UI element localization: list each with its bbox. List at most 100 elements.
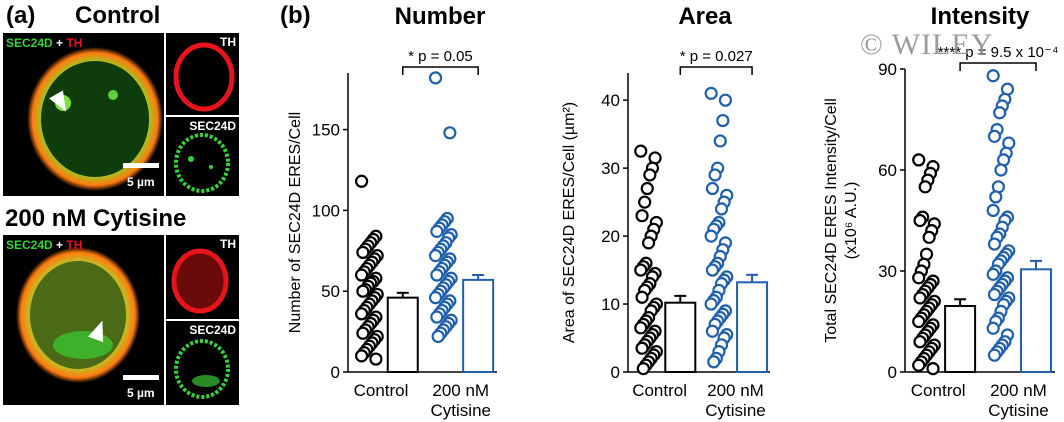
significance-label: **** p = 9.5 x 10⁻⁴	[938, 44, 1059, 61]
scale-bar	[123, 375, 159, 380]
cytisine-data-point	[714, 202, 729, 216]
cytisine-data-point	[994, 163, 1008, 177]
control-data-point	[913, 335, 927, 349]
cytisine-data-point	[708, 168, 722, 182]
x-category-label: 200 nM	[990, 381, 1047, 400]
y-axis-label: Number of SEC24D ERES/Cell	[287, 112, 304, 333]
control-data-point	[912, 153, 926, 167]
cytisine-data-point	[987, 287, 1002, 302]
x-category-label: Cytisine	[988, 401, 1048, 420]
control-data-point	[356, 326, 370, 340]
condition-title-control: Control	[75, 2, 161, 29]
cytisine-mean-bar	[1020, 268, 1053, 374]
chart-title: Area	[678, 3, 732, 30]
panel-a-label: (a)	[6, 2, 36, 29]
control-data-point	[369, 352, 383, 366]
y-tick-label: 60	[878, 161, 897, 180]
control-data-point	[912, 358, 926, 372]
cytisine-data-point	[430, 310, 444, 324]
cytisine-data-point	[443, 126, 457, 140]
cytisine-merged-image: SEC24D + TH 5 µm	[3, 235, 164, 405]
y-tick-label: 40	[601, 91, 620, 110]
x-category-label: 200 nM	[432, 381, 489, 400]
control-data-point	[643, 168, 657, 182]
cytisine-data-point	[428, 249, 443, 263]
x-category-label: Cytisine	[705, 401, 765, 420]
scale-bar-label: 5 µm	[127, 386, 155, 400]
control-data-point	[355, 174, 369, 188]
cytisine-data-point	[993, 106, 1007, 120]
cytisine-data-point	[987, 348, 1002, 362]
control-data-point	[922, 230, 936, 244]
significance-label: * p = 0.05	[408, 48, 473, 65]
y-tick-label: 0	[331, 363, 340, 382]
control-data-point	[913, 291, 927, 305]
cytisine-data-point	[431, 329, 445, 344]
control-data-point	[640, 181, 654, 196]
sec24d-channel-label: SEC24D	[189, 323, 236, 337]
control-mean-bar	[664, 301, 697, 374]
cytisine-data-point	[986, 69, 1000, 83]
cytisine-data-point	[704, 297, 718, 311]
control-data-point	[912, 271, 926, 285]
cytisine-data-point	[430, 224, 444, 238]
x-category-label: Cytisine	[431, 401, 491, 420]
cytisine-data-point	[987, 237, 1002, 251]
significance-bracket	[959, 62, 1037, 71]
control-data-point	[918, 180, 932, 194]
scale-bar-label: 5 µm	[127, 175, 155, 189]
y-tick-label: 0	[888, 363, 897, 382]
condition-title-cytisine: 200 nM Cytisine	[5, 205, 187, 232]
cytisine-data-point	[428, 71, 443, 85]
cytisine-data-point	[986, 321, 1000, 335]
y-tick-label: 30	[601, 159, 620, 178]
cytisine-data-point	[705, 181, 720, 196]
y-axis-label: Total SEC24D ERES Intensity/Cell	[823, 98, 840, 343]
cytisine-data-point	[718, 93, 733, 107]
control-data-point	[638, 195, 652, 209]
cytisine-data-point	[716, 113, 730, 128]
control-data-point	[355, 349, 369, 363]
control-data-point	[634, 144, 648, 158]
control-th-channel: TH	[166, 33, 239, 115]
y-tick-label: 30	[878, 262, 897, 281]
chart-title: Intensity	[931, 3, 1030, 30]
control-data-point	[635, 209, 649, 223]
panel-b-label: (b)	[280, 2, 311, 29]
x-category-label: Control	[354, 381, 409, 400]
control-data-point	[634, 321, 648, 335]
y-tick-label: 50	[321, 282, 340, 301]
overlay-label: SEC24D + TH	[6, 238, 83, 252]
cytisine-data-point	[430, 268, 444, 282]
x-category-label: 200 nM	[707, 381, 764, 400]
cytisine-mean-bar	[462, 278, 495, 373]
x-category-label: Control	[632, 381, 687, 400]
cytisine-sec24d-channel: SEC24D	[166, 321, 239, 405]
x-category-label: Control	[911, 381, 966, 400]
cytisine-data-point	[704, 229, 718, 243]
cytisine-data-point	[707, 355, 721, 369]
significance-bracket	[679, 66, 753, 75]
y-tick-label: 0	[611, 363, 620, 382]
y-tick-label: 20	[601, 227, 620, 246]
th-channel-label: TH	[220, 35, 236, 49]
scale-bar	[123, 163, 159, 168]
significance-bracket	[402, 66, 479, 75]
significance-label: * p = 0.027	[680, 48, 753, 65]
cytisine-data-point	[704, 86, 718, 100]
y-axis-label: Area of SEC24D ERES/Cell (µm²)	[561, 102, 578, 343]
cytisine-data-point	[989, 190, 1003, 204]
control-data-point	[912, 314, 926, 329]
chart-title: Number	[395, 3, 486, 30]
control-merged-image: SEC24D + TH 5 µm	[3, 33, 164, 196]
control-data-point	[913, 213, 927, 228]
control-data-point	[356, 245, 370, 259]
cytisine-th-channel: TH	[166, 235, 239, 319]
y-tick-label: 10	[601, 295, 620, 314]
cytisine-data-point	[705, 324, 720, 338]
control-mean-bar	[386, 296, 419, 373]
control-data-point	[356, 284, 370, 298]
cytisine-mean-bar	[736, 281, 769, 373]
cytisine-data-point	[987, 129, 1002, 143]
